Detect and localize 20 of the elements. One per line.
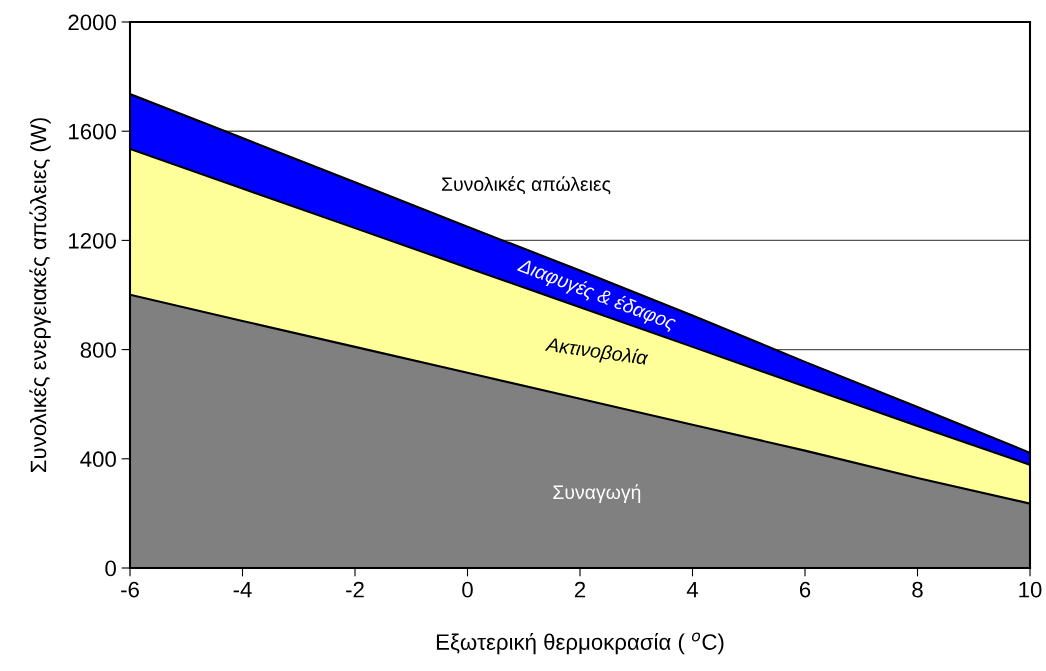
x-tick-label: 6 [799,581,811,598]
series-label: Συναγωγή [553,484,641,503]
x-axis-title: Εξωτερική θερμοκρασία ( $^{o}$C) [436,632,724,655]
x-tick-label: 10 [1019,581,1042,598]
x-tick-label: 2 [574,581,586,598]
x-tick-label: -4 [233,582,252,598]
y-axis-title: Συνολικές ενεργειακές απώλειες (W) [29,118,51,473]
x-tick-label: -6 [121,581,139,598]
y-tick-label: 1200 [69,232,116,249]
y-tick-label: 2000 [68,14,116,31]
y-tick-label: 800 [80,342,116,358]
x-tick-label: 4 [686,582,699,598]
x-tick-label: 8 [912,581,923,598]
x-tick-label: -2 [346,581,364,598]
annotation: Συνολικές απώλειες [442,176,611,195]
x-tick-label: 0 [462,581,473,598]
y-tick-label: 1600 [69,123,116,140]
series-label: Ακτινοβολία [544,336,649,369]
y-tick-label: 400 [80,451,116,468]
y-tick-label: 0 [105,560,116,577]
